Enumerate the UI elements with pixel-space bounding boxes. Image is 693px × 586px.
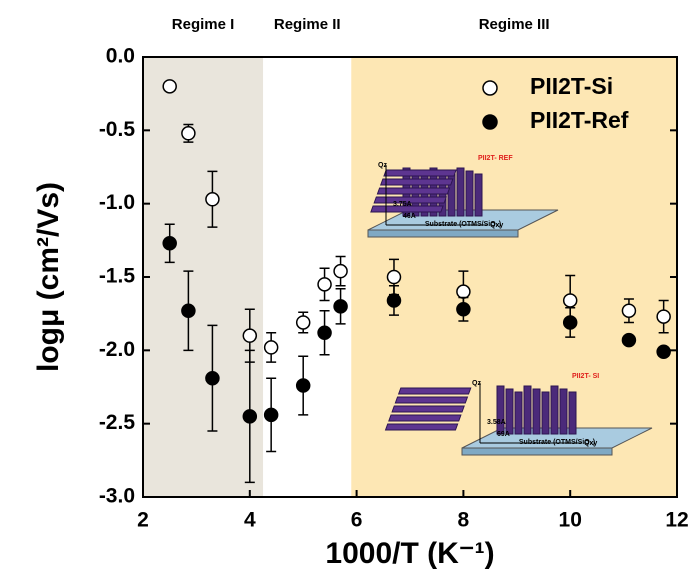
polymer-stack xyxy=(523,385,532,435)
data-point xyxy=(205,370,220,386)
data-point xyxy=(333,263,348,279)
substrate-side xyxy=(461,447,613,456)
legend-label: PII2T-Ref xyxy=(530,107,629,133)
polymer-stack xyxy=(568,391,577,435)
data-point xyxy=(333,299,348,314)
polymer-layer xyxy=(383,169,457,177)
inset-title: PII2T- SI xyxy=(572,373,599,380)
inset: PII2T- SI Qz Qxy 3.58A 69A Substrate (OTMS/Si… xyxy=(384,373,653,456)
polymer-layer xyxy=(384,423,459,431)
region-label: Regime I xyxy=(172,16,235,33)
data-point xyxy=(456,302,471,317)
x-tick-label: 6 xyxy=(351,509,363,532)
data-point xyxy=(263,407,279,423)
polymer-stack xyxy=(496,385,505,435)
inset-spacing: 3.75A xyxy=(393,201,412,208)
legend-marker xyxy=(482,80,498,96)
polymer-layer xyxy=(376,187,451,195)
data-point xyxy=(205,192,220,207)
data-point xyxy=(317,325,332,340)
region-label: Regime III xyxy=(479,16,550,33)
y-tick-label: -1.0 xyxy=(99,191,135,214)
polymer-stack xyxy=(474,173,483,217)
x-tick-label: 10 xyxy=(559,509,582,532)
inset-axis: Qxy xyxy=(584,440,597,447)
y-tick-label: -2.5 xyxy=(99,411,136,434)
polymer-layer xyxy=(397,387,472,395)
data-point xyxy=(386,293,402,308)
polymer-stack xyxy=(465,170,474,217)
polymer-stack xyxy=(532,388,541,435)
polymer-stack xyxy=(505,388,514,435)
x-axis-title: 1000/T (K⁻¹) xyxy=(325,537,494,570)
data-point xyxy=(656,309,671,324)
polymer-stack xyxy=(541,391,550,435)
data-point xyxy=(621,303,637,318)
polymer-layer xyxy=(394,396,469,404)
data-point xyxy=(656,344,671,360)
data-point xyxy=(242,328,258,343)
inset-spacing: 3.58A xyxy=(487,419,506,426)
x-tick-label: 12 xyxy=(665,509,688,532)
y-tick-label: 0.0 xyxy=(106,45,135,68)
inset-substrate: Substrate (OTMS/SiO₂) xyxy=(425,221,501,228)
polymer-layer xyxy=(379,178,454,186)
data-point xyxy=(295,378,311,393)
polymer-stack xyxy=(550,385,559,435)
region-label: Regime II xyxy=(274,16,341,33)
y-tick-label: -2.0 xyxy=(99,338,135,361)
y-axis-title: logμ (cm²/Vs) xyxy=(32,182,65,372)
data-point xyxy=(317,277,332,292)
data-point xyxy=(456,284,471,299)
substrate-side xyxy=(367,229,519,238)
data-point xyxy=(162,236,177,251)
inset-axis: Qz xyxy=(378,162,387,169)
polymer-layer xyxy=(370,205,444,213)
y-tick-label: -1.5 xyxy=(99,265,136,288)
plot-frame xyxy=(142,56,678,498)
region xyxy=(143,57,264,497)
inset-spacing: 69A xyxy=(497,431,510,438)
data-point xyxy=(621,332,637,348)
inset-axis: Qxy xyxy=(490,222,503,229)
inset-title: PII2T- REF xyxy=(478,155,513,162)
legend-marker xyxy=(482,114,498,130)
data-point xyxy=(295,315,311,330)
polymer-layer xyxy=(373,196,447,204)
data-point xyxy=(181,303,196,318)
x-tick-label: 4 xyxy=(244,509,256,532)
data-point xyxy=(386,269,402,285)
polymer-layer xyxy=(391,405,465,413)
y-tick-label: -0.5 xyxy=(99,118,136,141)
data-point xyxy=(562,315,578,330)
polymer-stack xyxy=(456,167,465,217)
data-point xyxy=(242,409,258,424)
polymer-stack xyxy=(559,388,568,435)
inset-spacing: 46A xyxy=(403,213,416,220)
x-tick-label: 2 xyxy=(137,509,149,532)
polymer-layer xyxy=(388,414,462,422)
data-point xyxy=(263,340,279,355)
inset: PII2T- REF Qz Qxy 3.75A 46A Substrate (OTMS/S… xyxy=(367,155,559,238)
data-point xyxy=(562,293,578,308)
y-tick-label: -3.0 xyxy=(99,485,135,508)
legend-label: PII2T-Si xyxy=(530,73,613,99)
polymer-stack xyxy=(514,391,523,435)
data-point xyxy=(162,79,177,94)
inset-substrate: Substrate (OTMS/SiO₂) xyxy=(519,439,595,446)
data-point xyxy=(181,126,196,141)
x-tick-label: 8 xyxy=(458,509,470,532)
inset-axis: Qz xyxy=(472,380,481,387)
